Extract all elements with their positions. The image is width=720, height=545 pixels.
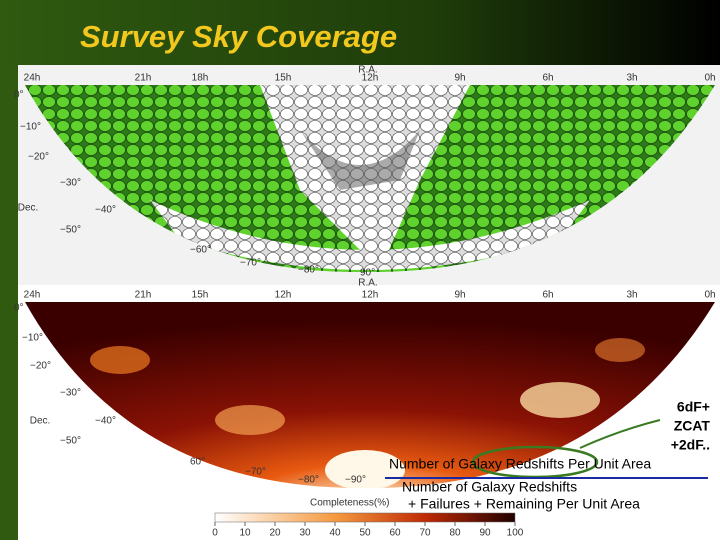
- ra-label: 21h: [135, 73, 152, 84]
- fraction-numerator: Number of Galaxy Redshifts Per Unit Area: [389, 456, 651, 472]
- colorbar-label: Completeness(%): [310, 498, 389, 509]
- ra-label: 0h: [704, 290, 715, 301]
- ra-label: 12h: [275, 290, 292, 301]
- blob: [595, 338, 645, 362]
- colorbar-tick-label: 10: [239, 528, 251, 539]
- dec-label: 90°: [360, 268, 375, 279]
- blob: [325, 450, 405, 489]
- ra-label: 12h: [362, 290, 379, 301]
- ra-label: 6h: [542, 73, 553, 84]
- arrow: [579, 419, 661, 449]
- dec-label: −20°: [30, 361, 51, 372]
- ra-label: 24h: [24, 290, 41, 301]
- colorbar-tick-label: 40: [329, 528, 341, 539]
- ra-label: 21h: [135, 290, 152, 301]
- dec-label: 0°: [14, 90, 24, 101]
- colorbar-tick-label: 30: [299, 528, 311, 539]
- uncovered-south: [150, 200, 590, 270]
- dec-label: −10°: [20, 122, 41, 133]
- dec-label: −10°: [22, 333, 43, 344]
- fraction-denominator: + Failures + Remaining Per Unit Area: [408, 496, 640, 512]
- colorbar-tick-label: 70: [419, 528, 431, 539]
- colorbar-tick-label: 20: [269, 528, 281, 539]
- dec-label: −30°: [60, 178, 81, 189]
- dec-label: −70°: [240, 258, 261, 269]
- dec-label: −20°: [28, 152, 49, 163]
- ra-label: 3h: [626, 290, 637, 301]
- dec-label: −80°: [298, 475, 319, 486]
- title: Survey Sky Coverage: [80, 19, 397, 54]
- ra-label: 9h: [454, 73, 465, 84]
- blob: [520, 382, 600, 418]
- colorbar-tick-label: 0: [212, 528, 218, 539]
- dec-label: −50°: [60, 436, 81, 447]
- colorbar-tick-label: 60: [389, 528, 401, 539]
- dec-label: −40°: [95, 416, 116, 427]
- map-labels: R.A. 24h 21h 18h 15h 12h 9h 6h 3h 0h 0° −10° −20° −30…: [14, 65, 716, 486]
- ra-label: 15h: [275, 73, 292, 84]
- ra-label: 9h: [454, 290, 465, 301]
- survey-label: ZCAT: [674, 418, 711, 434]
- survey-label: +2dF..: [671, 437, 710, 453]
- blob: [215, 405, 285, 435]
- dec-label: −80°: [298, 265, 319, 276]
- blob: [90, 346, 150, 374]
- ra-label: 6h: [542, 290, 553, 301]
- dense-region: [300, 130, 420, 190]
- survey-label: 6dF+: [677, 399, 710, 415]
- fraction-denominator: Number of Galaxy Redshifts: [402, 479, 577, 495]
- colorbar-tick-label: 50: [359, 528, 371, 539]
- dec-label: −50°: [60, 225, 81, 236]
- ra-title: R.A.: [358, 65, 377, 76]
- dec-label: −30°: [60, 388, 81, 399]
- dec-label: 60°: [190, 457, 205, 468]
- ra-label: 3h: [626, 73, 637, 84]
- dec-title: Dec.: [30, 416, 51, 427]
- colorbar-tick-label: 100: [507, 528, 524, 539]
- dec-label: −70°: [245, 467, 266, 478]
- dec-title: Dec.: [18, 203, 39, 214]
- ra-label: 24h: [24, 73, 41, 84]
- ra-label: 12h: [362, 73, 379, 84]
- ra-title: R.A.: [358, 278, 377, 289]
- ra-label: 0h: [704, 73, 715, 84]
- colorbar: [214, 512, 516, 523]
- colorbar-tick-label: 90: [479, 528, 491, 539]
- dec-label: 0°: [14, 303, 24, 314]
- ra-label: 15h: [192, 290, 209, 301]
- header-bar: [0, 0, 720, 65]
- side-bar: [0, 65, 18, 540]
- dec-label: −60°: [190, 245, 211, 256]
- dec-label: −40°: [95, 205, 116, 216]
- dec-label: −90°: [345, 475, 366, 486]
- ra-label: 18h: [192, 73, 209, 84]
- colorbar-tick-label: 80: [449, 528, 461, 539]
